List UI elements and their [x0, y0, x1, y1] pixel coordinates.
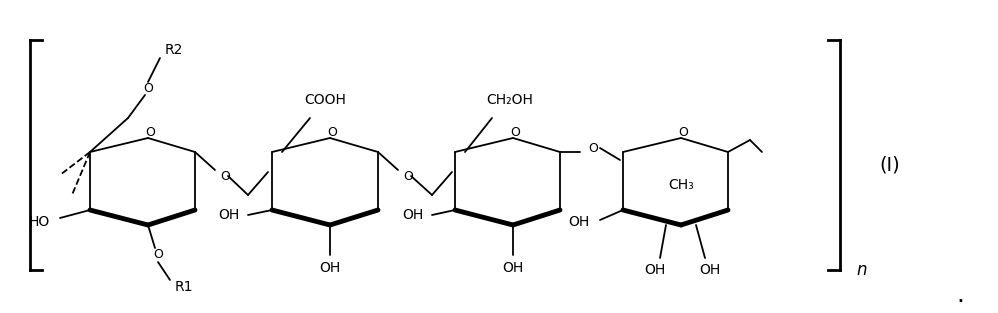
Text: R2: R2	[165, 43, 184, 57]
Text: OH: OH	[569, 215, 590, 229]
Text: OH: OH	[219, 208, 240, 222]
Text: CH₂OH: CH₂OH	[487, 93, 534, 107]
Text: R1: R1	[175, 280, 194, 294]
Text: O: O	[220, 170, 230, 182]
Text: O: O	[678, 126, 688, 140]
Text: (I): (I)	[879, 156, 900, 175]
Text: O: O	[143, 81, 153, 95]
Text: OH: OH	[403, 208, 424, 222]
Text: O: O	[403, 170, 413, 182]
Text: OH: OH	[645, 263, 666, 277]
Text: OH: OH	[502, 261, 524, 275]
Text: COOH: COOH	[304, 93, 346, 107]
Text: HO: HO	[29, 215, 50, 229]
Text: OH: OH	[700, 263, 721, 277]
Text: O: O	[145, 126, 155, 140]
Text: O: O	[327, 126, 337, 140]
Text: .: .	[956, 283, 964, 307]
Text: O: O	[588, 141, 598, 155]
Text: O: O	[153, 249, 163, 261]
Text: CH₃: CH₃	[668, 178, 694, 192]
Text: OH: OH	[319, 261, 340, 275]
Text: O: O	[510, 126, 520, 140]
Text: n: n	[856, 261, 867, 279]
